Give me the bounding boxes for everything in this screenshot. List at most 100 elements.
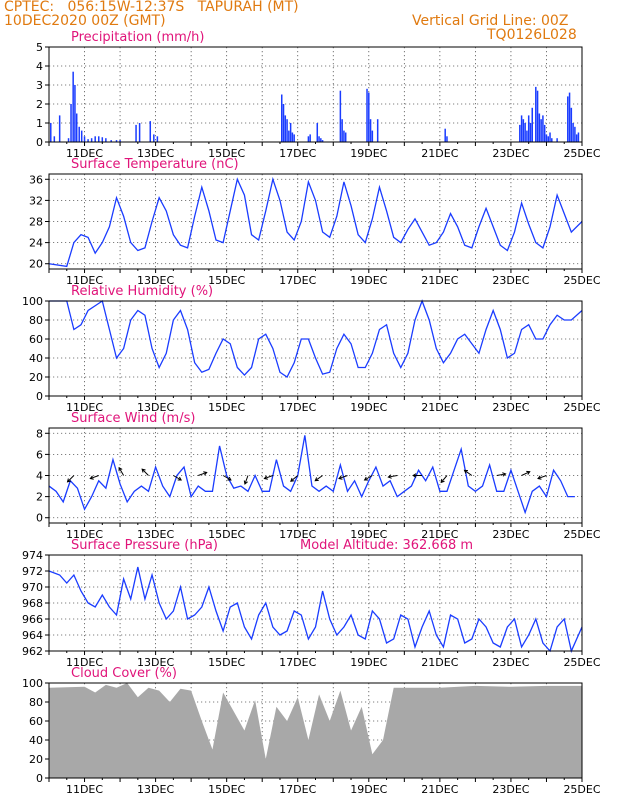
x-tick-label: 19DEC — [350, 401, 387, 414]
precip-bar — [529, 123, 532, 142]
y-tick-label: 40 — [29, 352, 43, 365]
precip-bar — [549, 132, 551, 142]
y-tick-label: 28 — [29, 216, 43, 229]
precip-bar — [376, 119, 379, 142]
wind-vector-head — [89, 475, 94, 480]
y-tick-label: 0 — [36, 136, 43, 149]
wind-vector-head — [203, 471, 208, 476]
x-tick-label: 13DEC — [137, 401, 174, 414]
precip-bar — [280, 94, 283, 142]
precip-bar — [101, 137, 104, 142]
precip-bar — [344, 132, 347, 142]
y-tick-label: 32 — [29, 194, 43, 207]
x-tick-label: 25DEC — [563, 274, 600, 287]
y-tick-label: 100 — [22, 677, 43, 690]
precip-bar — [368, 92, 370, 142]
precip-bar — [153, 134, 155, 142]
x-tick-label: 15DEC — [208, 401, 245, 414]
precip-bar — [574, 126, 576, 142]
precip-bar — [339, 90, 342, 142]
wind-vector — [198, 471, 207, 476]
x-tick-label: 25DEC — [563, 783, 600, 796]
wind-vector — [173, 475, 182, 481]
panel-5: 0 20 40 60 80 100 11DEC 13DEC 15DEC 17DEC 19DEC 21D… — [22, 666, 601, 796]
wind-vector — [67, 475, 75, 483]
wind-vector-head — [314, 477, 319, 482]
y-tick-label: 80 — [29, 696, 43, 709]
panel-title: Precipitation (mm/h) — [71, 30, 204, 45]
precip-bar — [570, 107, 573, 142]
wind-vector-head — [363, 476, 369, 481]
wind-vector — [290, 475, 299, 482]
precip-bar — [318, 136, 320, 142]
x-tick-label: 17DEC — [279, 783, 316, 796]
x-tick-label: 17DEC — [279, 401, 316, 414]
y-tick-label: 972 — [22, 565, 43, 578]
x-tick-label: 15DEC — [208, 528, 245, 541]
x-tick-label: 21DEC — [421, 528, 458, 541]
precip-bar — [526, 130, 528, 142]
precip-bar — [567, 96, 569, 142]
precip-bar — [110, 140, 112, 142]
wind-vector — [440, 475, 448, 483]
precip-bar — [58, 115, 61, 142]
y-tick-label: 100 — [22, 295, 43, 308]
panel-2: 0 20 40 60 80 100 11DEC 13DEC 15DEC 17DEC 19DEC 21D… — [22, 284, 601, 414]
precip-bar — [572, 123, 574, 142]
precip-bar — [316, 123, 319, 142]
precip-bar — [75, 113, 78, 142]
wind-vector-head — [537, 475, 542, 480]
x-tick-label: 15DEC — [208, 274, 245, 287]
y-tick-label: 966 — [22, 613, 43, 626]
precip-bar — [531, 107, 534, 142]
x-tick-label: 19DEC — [350, 656, 387, 669]
precip-bar — [284, 115, 287, 142]
panel-3: 0 2 4 6 8 11DEC 13DEC 15DEC 17DEC 19DEC 21DEC 23DEC… — [36, 411, 601, 541]
precip-bar — [341, 119, 343, 142]
series-line — [48, 176, 583, 268]
precip-bar — [87, 139, 89, 142]
wind-vector — [521, 471, 530, 476]
precip-bar — [524, 123, 526, 142]
x-tick-label: 25DEC — [563, 401, 600, 414]
precip-bar — [119, 140, 121, 142]
cloud-cover-area — [49, 683, 582, 778]
precip-bar — [105, 138, 107, 142]
header-model-id: TQ0126L028 — [487, 27, 577, 43]
wind-vector — [496, 473, 506, 476]
precip-bar — [551, 138, 553, 142]
series-line — [48, 435, 575, 515]
precip-bar — [543, 124, 546, 142]
precip-bar — [535, 86, 537, 142]
x-tick-label: 25DEC — [563, 147, 600, 160]
wind-vector — [314, 475, 323, 482]
x-tick-label: 23DEC — [492, 783, 529, 796]
x-tick-label: 23DEC — [492, 528, 529, 541]
y-tick-label: 968 — [22, 597, 43, 610]
precip-bar — [519, 124, 521, 142]
y-tick-label: 970 — [22, 581, 43, 594]
precip-bar — [289, 123, 292, 142]
series-line — [49, 299, 583, 378]
series-line — [48, 566, 583, 654]
x-tick-label: 17DEC — [279, 274, 316, 287]
precip-bar — [568, 92, 571, 142]
precip-bar — [540, 119, 542, 142]
x-tick-label: 11DEC — [66, 401, 103, 414]
precip-bar — [320, 138, 322, 142]
precip-bar — [577, 132, 580, 142]
x-tick-label: 25DEC — [563, 656, 600, 669]
y-tick-label: 20 — [29, 753, 43, 766]
y-tick-label: 3 — [36, 79, 43, 92]
x-tick-label: 19DEC — [350, 274, 387, 287]
y-tick-label: 20 — [29, 258, 43, 271]
x-tick-label: 11DEC — [66, 528, 103, 541]
precip-bar — [80, 130, 83, 142]
wind-vector — [141, 468, 149, 476]
x-tick-label: 13DEC — [137, 656, 174, 669]
panel-4: 962 964 966 968 970 972 974 11DEC 13DEC 15DEC 17DE… — [22, 538, 601, 669]
precip-bar — [67, 138, 70, 142]
y-tick-label: 0 — [36, 390, 43, 403]
precip-bar — [135, 124, 137, 142]
